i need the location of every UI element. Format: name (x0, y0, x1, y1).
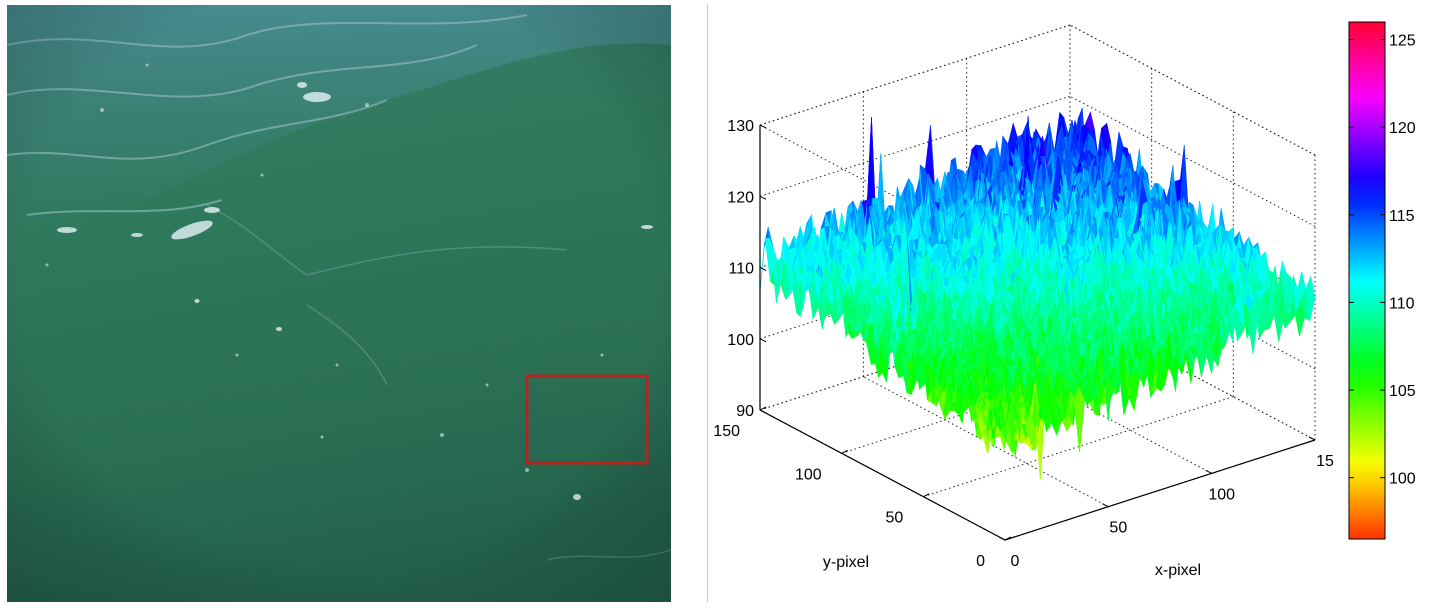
y-axis-label: y-pixel (823, 554, 869, 571)
sea-surface-image (7, 5, 671, 602)
y-tick-label: 100 (795, 466, 822, 483)
right-wall-gridline (1069, 309, 1316, 441)
x-tick-label: 100 (1208, 486, 1235, 503)
floor-gridline (966, 342, 1212, 474)
box-edge (1069, 24, 1316, 156)
colorbar-tick-label: 115 (1389, 208, 1415, 225)
floor-gridline (923, 396, 1234, 498)
z-tick-label: 90 (736, 403, 754, 420)
z-tick-label: 100 (727, 332, 754, 349)
x-tick-label: 0 (1011, 553, 1020, 570)
sea-surface-photo (7, 5, 671, 602)
back-wall-gridline (759, 95, 1071, 197)
z-tick-label: 110 (728, 261, 754, 278)
x-tick-label: 15 (1316, 453, 1334, 470)
colorbar-tick-label: 125 (1389, 33, 1416, 50)
right-wall-gridline (1069, 95, 1316, 227)
y-axis-line (759, 409, 1006, 541)
y-tick-label: 50 (886, 510, 904, 527)
colorbar-tick-label: 100 (1389, 471, 1416, 488)
surface-mesh (759, 107, 1316, 480)
y-tick-label: 0 (976, 553, 985, 570)
colorbar-tick-label: 110 (1389, 295, 1415, 312)
box-edge (759, 24, 1071, 126)
x-tick-label: 50 (1109, 520, 1127, 537)
roi-box (525, 374, 649, 465)
floor-gridline (863, 376, 1109, 508)
colorbar-tick-label: 105 (1389, 383, 1416, 400)
surface-facet (1305, 275, 1316, 321)
y-tick-label: 150 (713, 423, 740, 440)
colorbar-gradient (1348, 21, 1386, 540)
x-axis-label: x-pixel (1155, 562, 1201, 579)
panel-divider (707, 4, 708, 602)
colorbar-tick-label: 120 (1389, 120, 1416, 137)
z-tick-label: 130 (727, 118, 754, 135)
colorbar: 100 105 110 115 120 125 (1348, 21, 1416, 540)
x-axis-line (1004, 439, 1316, 541)
surface-plot-panel: 0 50 100 15 0 50 100 150 90 100 110 120 130 x-pixel … (708, 0, 1440, 605)
right-wall-gridline (1069, 238, 1316, 370)
z-tick-label: 120 (727, 189, 754, 206)
